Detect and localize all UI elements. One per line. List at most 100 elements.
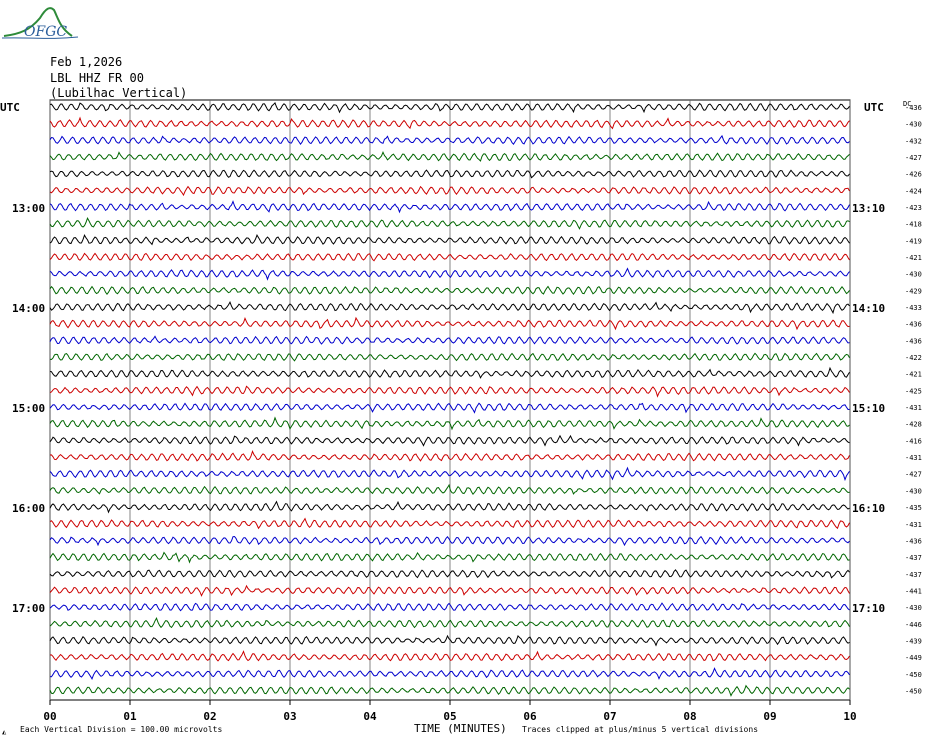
plot-grid — [49, 99, 851, 705]
seismic-trace — [49, 416, 850, 431]
dc-offset-label: -429 — [905, 287, 922, 295]
seismic-trace — [49, 667, 850, 680]
seismic-trace — [49, 267, 850, 281]
dc-label: DC — [903, 100, 911, 108]
scale-icon: ◭ — [2, 728, 7, 736]
dc-offset-label: -437 — [905, 571, 922, 579]
dc-offset-label: -433 — [905, 304, 922, 312]
left-hour-label: 14:00 — [12, 302, 45, 315]
dc-offset-label: -441 — [905, 587, 922, 595]
mountain-logo-icon — [1, 7, 79, 39]
trace-group — [49, 102, 850, 697]
seismic-trace — [49, 134, 850, 146]
seismic-trace — [49, 500, 850, 514]
dc-offset-label: -421 — [905, 254, 922, 262]
dc-offset-label: -431 — [905, 454, 922, 462]
x-tick-label: 01 — [123, 710, 137, 723]
right-hour-label: 13:10 — [852, 202, 885, 215]
right-hour-label: 17:10 — [852, 602, 885, 615]
seismic-trace — [49, 450, 850, 462]
scale-note: Each Vertical Division = 100.00 microvol… — [20, 725, 223, 734]
seismic-trace — [49, 316, 850, 331]
left-hour-label: 13:00 — [12, 202, 45, 215]
x-axis-title: TIME (MINUTES) — [414, 722, 507, 735]
left-hour-label: 16:00 — [12, 502, 45, 515]
axis-labels: 00 01 02 03 04 05 06 07 08 09 10 -436 -430 -432 -427 -4… — [0, 100, 922, 723]
dc-offset-label: -419 — [905, 237, 922, 245]
seismic-trace — [49, 650, 850, 662]
dc-offset-label: -436 — [905, 537, 922, 545]
dc-offset-label: -422 — [905, 354, 922, 362]
seismic-trace — [49, 634, 850, 647]
seismic-trace — [49, 185, 850, 197]
record-date: Feb 1,2026 — [50, 55, 123, 69]
dc-offset-label: -427 — [905, 154, 922, 162]
seismic-trace — [49, 617, 850, 629]
dc-offset-label: -450 — [905, 671, 922, 679]
x-tick-label: 10 — [843, 710, 856, 723]
seismic-trace — [49, 402, 850, 414]
seismic-trace — [49, 535, 850, 547]
x-tick-label: 05 — [443, 710, 456, 723]
seismic-trace — [49, 366, 850, 379]
x-tick-label: 03 — [283, 710, 296, 723]
right-hour-label: 16:10 — [852, 502, 885, 515]
x-tick-label: 00 — [43, 710, 56, 723]
x-tick-label: 07 — [603, 710, 616, 723]
dc-offset-label: -446 — [905, 621, 922, 629]
station-code: LBL HHZ FR 00 — [50, 71, 144, 85]
dc-offset-label: -436 — [905, 321, 922, 329]
dc-offset-label: -430 — [905, 487, 922, 495]
right-hour-label: 14:10 — [852, 302, 885, 315]
clip-note: Traces clipped at plus/minus 5 vertical … — [522, 725, 759, 734]
dc-offset-label: -428 — [905, 421, 922, 429]
seismic-trace — [49, 116, 850, 130]
seismic-trace — [49, 200, 850, 214]
x-tick-label: 04 — [363, 710, 377, 723]
dc-offset-label: -425 — [905, 387, 922, 395]
seismic-trace — [49, 483, 850, 496]
dc-offset-label: -427 — [905, 471, 922, 479]
seismic-trace — [49, 385, 850, 398]
seismic-trace — [49, 602, 850, 612]
logo-text: OFGC — [24, 24, 68, 40]
dc-offset-label: -416 — [905, 437, 922, 445]
dc-offset-label: -430 — [905, 604, 922, 612]
dc-offset-label: -435 — [905, 504, 922, 512]
seismic-trace — [49, 569, 850, 579]
seismic-trace — [49, 466, 850, 482]
left-hour-label: 15:00 — [12, 402, 45, 415]
left-hour-label: 17:00 — [12, 602, 45, 615]
dc-offset-label: -449 — [905, 654, 922, 662]
dc-offset-label: -450 — [905, 687, 922, 695]
seismic-trace — [49, 684, 850, 697]
x-tick-label: 09 — [763, 710, 776, 723]
dc-offset-label: -431 — [905, 404, 922, 412]
left-axis-label: UTC — [0, 101, 20, 114]
dc-offset-label: -426 — [905, 171, 922, 179]
seismic-trace — [49, 352, 850, 362]
dc-offset-label: -430 — [905, 271, 922, 279]
dc-offset-label: -424 — [905, 187, 922, 195]
dc-offset-label: -437 — [905, 554, 922, 562]
station-location: (Lubilhac Vertical) — [50, 86, 188, 100]
dc-offset-label: -418 — [905, 221, 922, 229]
seismic-trace — [49, 150, 850, 162]
seismic-trace — [49, 217, 850, 230]
right-hour-label: 15:10 — [852, 402, 885, 415]
seismic-trace — [49, 300, 850, 315]
dc-offset-label: -431 — [905, 521, 922, 529]
dc-offset-label: -436 — [905, 337, 922, 345]
seismic-trace — [49, 584, 850, 597]
seismic-trace — [49, 102, 850, 114]
dc-offset-label: -432 — [905, 137, 922, 145]
dc-offset-label: -423 — [905, 204, 922, 212]
dc-offset-label: -436 — [905, 104, 922, 112]
seismic-trace — [49, 335, 850, 345]
seismic-trace — [49, 434, 850, 447]
seismic-trace — [49, 285, 850, 296]
right-axis-label: UTC — [864, 101, 884, 114]
seismic-trace — [49, 169, 850, 179]
dc-offset-label: -430 — [905, 121, 922, 129]
